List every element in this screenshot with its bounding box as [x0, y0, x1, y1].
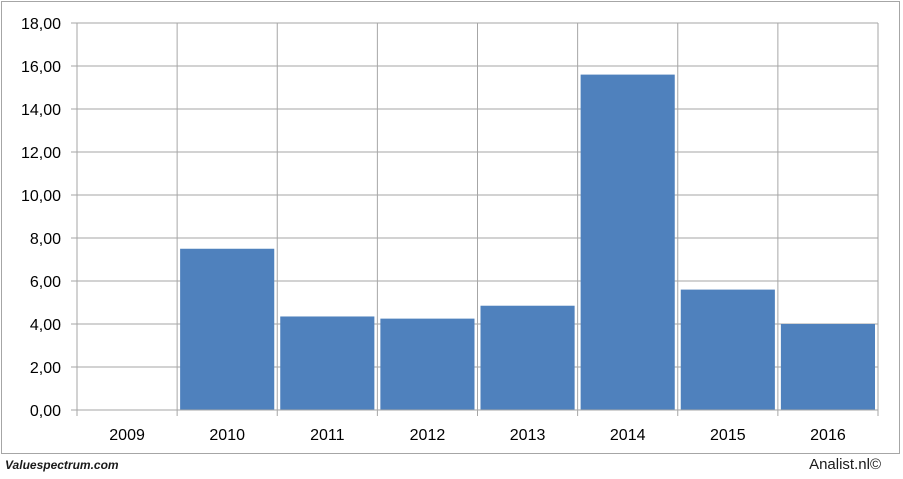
- y-tick-label: 16,00: [21, 59, 61, 76]
- y-tick-label: 4,00: [30, 317, 61, 334]
- bar-2014: [580, 74, 675, 410]
- y-axis-labels: 0,00 2,00 4,00 6,00 8,00 10,00 12,00 14,00 16,00…: [21, 16, 61, 420]
- source-left-label: Valuespectrum.com: [5, 458, 119, 472]
- bar-2011: [280, 316, 375, 410]
- bar-2015: [680, 289, 775, 410]
- source-right-label: Analist.nl©: [809, 456, 881, 473]
- y-tick-label: 8,00: [30, 231, 61, 248]
- y-tick-label: 14,00: [21, 102, 61, 119]
- y-tick-label: 6,00: [30, 274, 61, 291]
- bar-2010: [180, 248, 275, 410]
- y-tick-label: 18,00: [21, 16, 61, 33]
- chart-bars: [180, 74, 875, 410]
- x-tick-label: 2014: [610, 427, 646, 444]
- chart-axes: [71, 22, 878, 416]
- bar-2016: [780, 324, 875, 410]
- bar-2013: [480, 305, 575, 410]
- x-tick-label: 2011: [310, 427, 345, 444]
- y-tick-label: 10,00: [21, 188, 61, 205]
- x-tick-label: 2013: [510, 427, 546, 444]
- x-tick-label: 2015: [710, 427, 746, 444]
- bar-2012: [380, 318, 475, 410]
- x-tick-label: 2012: [410, 427, 446, 444]
- y-tick-label: 12,00: [21, 145, 61, 162]
- x-tick-label: 2016: [810, 427, 846, 444]
- y-tick-label: 2,00: [30, 360, 61, 377]
- x-tick-label: 2010: [209, 427, 245, 444]
- x-axis-labels: 2009 2010 2011 2012 2013 2014 2015 2016: [109, 427, 846, 444]
- x-tick-label: 2009: [109, 427, 145, 444]
- y-tick-label: 0,00: [30, 403, 61, 420]
